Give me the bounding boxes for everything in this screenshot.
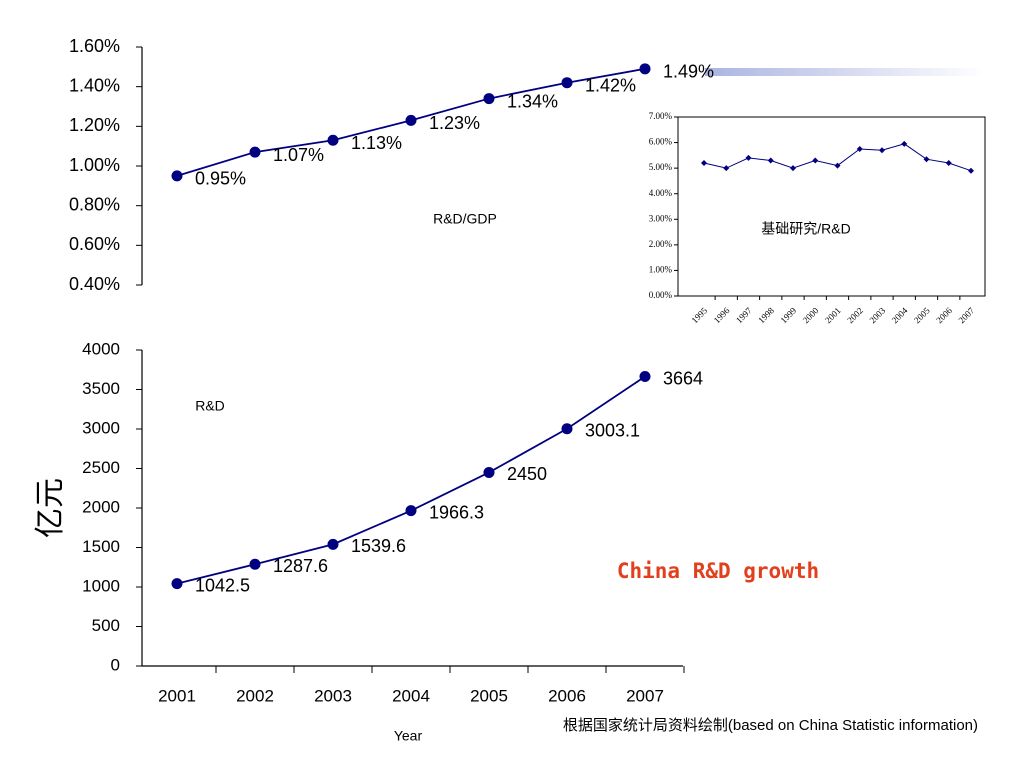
x-tick-label: 2007: [626, 686, 664, 705]
decor-bar: [705, 68, 985, 76]
marker: [639, 371, 651, 383]
data-label: 1287.6: [273, 556, 328, 576]
y-tick-label: 2000: [82, 497, 120, 516]
marker: [945, 160, 952, 167]
y-tick-label: 1.00%: [649, 264, 673, 274]
data-label: 1966.3: [429, 502, 484, 522]
marker: [249, 146, 261, 158]
marker: [639, 63, 651, 75]
marker: [834, 162, 841, 169]
x-tick-label: 1997: [734, 305, 754, 325]
x-tick-label: 2002: [236, 686, 274, 705]
marker: [856, 145, 863, 152]
y-tick-label: 3.00%: [649, 213, 673, 223]
y-tick-label: 1.20%: [69, 115, 120, 135]
x-tick-label: 2004: [392, 686, 430, 705]
x-tick-label: 2005: [470, 686, 508, 705]
marker: [561, 423, 573, 435]
annotation: R&D/GDP: [433, 211, 497, 227]
data-label: 1.49%: [663, 62, 714, 82]
inset-frame: [677, 116, 986, 297]
y-tick-label: 4.00%: [649, 188, 673, 198]
data-label: 0.95%: [195, 169, 246, 189]
y-tick-label: 1.40%: [69, 75, 120, 95]
y-tick-label: 6.00%: [649, 137, 673, 147]
x-tick-label: 2005: [912, 305, 932, 325]
source-note: 根据国家统计局资料绘制(based on China Statistic inf…: [563, 717, 978, 734]
y-tick-label: 1.60%: [69, 36, 120, 56]
data-label: 1.34%: [507, 91, 558, 111]
y-tick-label: 0: [111, 655, 120, 674]
marker: [923, 156, 930, 163]
y-tick-label: 3500: [82, 379, 120, 398]
data-label: 1539.6: [351, 536, 406, 556]
x-tick-label: 2000: [801, 305, 821, 325]
marker: [483, 466, 495, 478]
y-tick-label: 2.00%: [649, 239, 673, 249]
marker: [171, 578, 183, 590]
x-tick-label: 2001: [823, 305, 843, 325]
marker: [171, 170, 183, 182]
y-tick-label: 500: [92, 616, 120, 635]
marker: [968, 167, 974, 174]
y-tick-label: 0.80%: [69, 194, 120, 214]
x-axis-label: Year: [394, 728, 423, 744]
marker: [745, 154, 752, 161]
y-tick-label: 7.00%: [649, 111, 673, 121]
x-tick-label: 2004: [890, 305, 910, 325]
y-tick-label: 2500: [82, 458, 120, 477]
marker: [812, 157, 819, 164]
marker: [701, 160, 707, 167]
data-label: 3003.1: [585, 421, 640, 441]
x-tick-label: 2006: [934, 305, 954, 325]
x-tick-label: 2001: [158, 686, 196, 705]
slide-title: China R&D growth: [617, 559, 819, 583]
x-tick-label: 2003: [314, 686, 352, 705]
data-label: 1042.5: [195, 575, 250, 595]
marker: [327, 134, 339, 146]
marker: [327, 538, 339, 550]
marker: [879, 147, 885, 154]
y-tick-label: 4000: [82, 339, 120, 358]
x-tick-label: 1995: [689, 305, 709, 325]
y-tick-label: 5.00%: [649, 162, 673, 172]
x-tick-label: 2002: [845, 305, 865, 325]
line: [176, 375, 646, 585]
x-tick-label: 2007: [956, 305, 976, 325]
marker: [790, 165, 796, 172]
data-label: 1.07%: [273, 145, 324, 165]
data-label: 1.42%: [585, 75, 636, 95]
marker: [901, 140, 908, 147]
y-tick-label: 0.40%: [69, 274, 120, 294]
data-label: 1.13%: [351, 133, 402, 153]
y-tick-label: 1000: [82, 576, 120, 595]
marker: [483, 93, 495, 105]
data-label: 2450: [507, 464, 547, 484]
marker: [405, 114, 417, 126]
x-tick-label: 2006: [548, 686, 586, 705]
y-tick-label: 3000: [82, 418, 120, 437]
marker: [723, 165, 730, 172]
data-label: 1.23%: [429, 113, 480, 133]
y-tick-label: 0.00%: [649, 290, 673, 300]
marker: [249, 558, 261, 570]
y-tick-label: 1.00%: [69, 155, 120, 175]
data-label: 3664: [663, 368, 703, 388]
y-tick-label: 0.60%: [69, 234, 120, 254]
x-tick-label: 1996: [712, 305, 732, 325]
annotation: R&D: [195, 398, 225, 414]
y-axis-label: 亿元: [33, 478, 68, 538]
y-tick-label: 1500: [82, 537, 120, 556]
x-tick-label: 1998: [756, 305, 776, 325]
marker: [767, 157, 774, 164]
marker: [561, 77, 573, 89]
x-tick-label: 2003: [867, 305, 887, 325]
annotation: 基础研究/R&D: [761, 221, 850, 237]
x-tick-label: 1999: [778, 305, 798, 325]
marker: [405, 505, 417, 517]
